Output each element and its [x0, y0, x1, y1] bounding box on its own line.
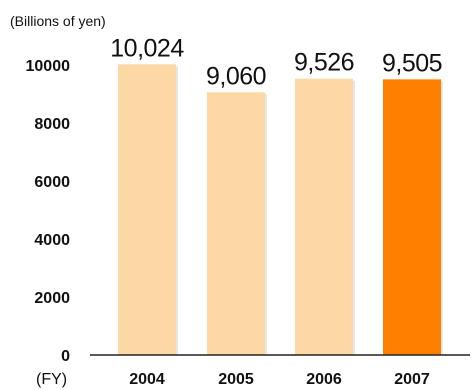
data-label-2004: 10,024 — [110, 34, 184, 62]
y-tick-label: 0 — [61, 348, 70, 365]
bar-2006 — [295, 78, 353, 355]
data-label-2005: 9,060 — [206, 62, 266, 90]
bar-2004 — [118, 64, 176, 355]
x-tick-label-2006: 2006 — [306, 371, 342, 388]
x-tick-label-2007: 2007 — [394, 371, 430, 388]
bar-2005 — [207, 92, 265, 355]
x-axis-ticks: 2004 2005 2006 2007 — [129, 371, 430, 388]
y-tick-label: 6000 — [34, 174, 70, 191]
y-tick-label: 4000 — [34, 232, 70, 249]
x-tick-label-2005: 2005 — [218, 371, 254, 388]
bars-group — [118, 64, 443, 355]
y-tick-label: 8000 — [34, 116, 70, 133]
x-tick-label-2004: 2004 — [129, 371, 165, 388]
data-label-2007: 9,505 — [382, 49, 442, 77]
y-axis-ticks: 0 2000 4000 6000 8000 10000 — [26, 58, 71, 365]
data-label-2006: 9,526 — [294, 49, 354, 77]
bar-2007 — [383, 79, 441, 355]
y-tick-label: 2000 — [34, 290, 70, 307]
data-labels-group: 10,024 9,060 9,526 9,505 — [110, 34, 442, 90]
x-axis-unit-label: (FY) — [36, 371, 67, 388]
y-axis-unit-label: (Billions of yen) — [10, 13, 106, 29]
y-tick-label: 10000 — [26, 58, 71, 75]
